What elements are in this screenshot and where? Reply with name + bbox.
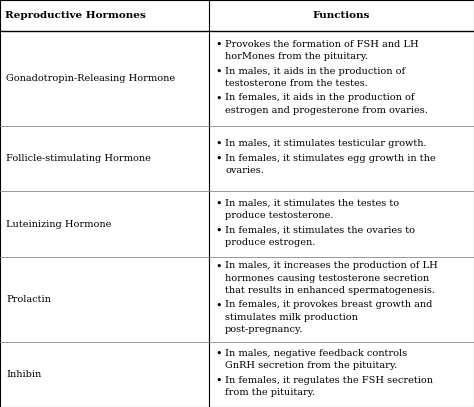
Text: In males, it aids in the production of: In males, it aids in the production of <box>225 66 405 76</box>
Text: Inhibin: Inhibin <box>6 370 41 379</box>
Text: •: • <box>216 376 222 385</box>
Text: In males, it stimulates testicular growth.: In males, it stimulates testicular growt… <box>225 139 427 148</box>
Text: Luteinizing Hormone: Luteinizing Hormone <box>6 220 111 229</box>
Text: •: • <box>216 66 222 77</box>
Text: Prolactin: Prolactin <box>6 295 51 304</box>
Text: •: • <box>216 199 222 208</box>
Text: In females, it provokes breast growth and: In females, it provokes breast growth an… <box>225 300 432 309</box>
Text: Provokes the formation of FSH and LH: Provokes the formation of FSH and LH <box>225 39 419 49</box>
Text: estrogen and progesterone from ovaries.: estrogen and progesterone from ovaries. <box>225 105 428 115</box>
Text: •: • <box>216 225 222 235</box>
Text: produce estrogen.: produce estrogen. <box>225 238 316 247</box>
Text: •: • <box>216 93 222 103</box>
Text: ovaries.: ovaries. <box>225 166 264 175</box>
Text: horMones from the pituitary.: horMones from the pituitary. <box>225 52 368 61</box>
Text: GnRH secretion from the pituitary.: GnRH secretion from the pituitary. <box>225 361 397 370</box>
Text: Follicle-stimulating Hormone: Follicle-stimulating Hormone <box>6 154 151 163</box>
Text: •: • <box>216 139 222 149</box>
Text: •: • <box>216 300 222 311</box>
Text: testosterone from the testes.: testosterone from the testes. <box>225 79 368 88</box>
Text: •: • <box>216 349 222 359</box>
Text: In females, it stimulates the ovaries to: In females, it stimulates the ovaries to <box>225 225 415 234</box>
Text: that results in enhanced spermatogenesis.: that results in enhanced spermatogenesis… <box>225 286 435 295</box>
Text: In females, it regulates the FSH secretion: In females, it regulates the FSH secreti… <box>225 376 433 385</box>
Text: In males, negative feedback controls: In males, negative feedback controls <box>225 349 407 358</box>
Text: Reproductive Hormones: Reproductive Hormones <box>5 11 146 20</box>
Text: stimulates milk production: stimulates milk production <box>225 313 358 322</box>
Text: •: • <box>216 154 222 164</box>
Text: In females, it stimulates egg growth in the: In females, it stimulates egg growth in … <box>225 154 436 163</box>
Text: In females, it aids in the production of: In females, it aids in the production of <box>225 93 415 103</box>
Text: hormones causing testosterone secretion: hormones causing testosterone secretion <box>225 274 429 282</box>
Text: Gonadotropin-Releasing Hormone: Gonadotropin-Releasing Hormone <box>6 74 175 83</box>
Text: •: • <box>216 39 222 50</box>
Text: In males, it stimulates the testes to: In males, it stimulates the testes to <box>225 199 399 208</box>
Text: post-pregnancy.: post-pregnancy. <box>225 325 303 334</box>
Text: In males, it increases the production of LH: In males, it increases the production of… <box>225 261 438 270</box>
Text: Functions: Functions <box>312 11 370 20</box>
Text: •: • <box>216 261 222 271</box>
Text: produce testosterone.: produce testosterone. <box>225 211 334 220</box>
Text: from the pituitary.: from the pituitary. <box>225 388 315 397</box>
